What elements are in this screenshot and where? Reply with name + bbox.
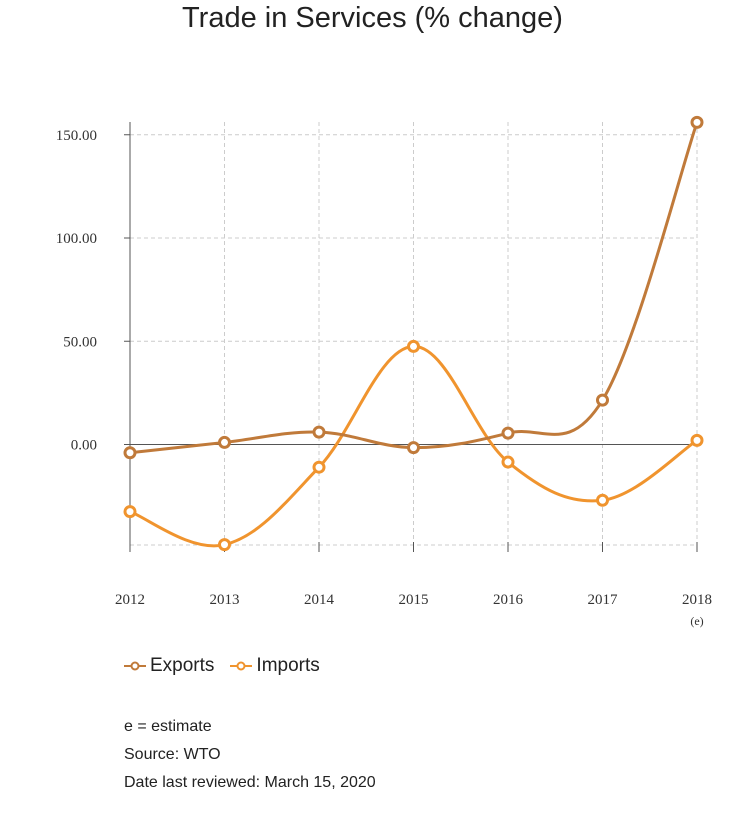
x-tick-label-2014: 2014: [304, 592, 335, 608]
exports-point-2017: [596, 393, 609, 407]
x-tick-label-2017: 2017: [588, 592, 619, 608]
x-tick-label-2015: 2015: [399, 592, 429, 608]
imports-point-2014: [312, 460, 326, 474]
x-tick-label-2012: 2012: [115, 592, 145, 608]
imports-point-2013: [218, 538, 231, 552]
imports-point-2017: [596, 493, 609, 507]
chart-notes: e = estimate Source: WTO Date last revie…: [124, 713, 376, 797]
legend-item-imports[interactable]: Imports: [230, 655, 320, 677]
x-tick-label-2018: 2018: [682, 592, 712, 608]
estimate-note: e = estimate: [124, 718, 212, 735]
source-note: Source: WTO: [124, 746, 221, 763]
exports-point-2015: [407, 441, 420, 455]
y-tick-label-2: 50.00: [63, 334, 97, 350]
y-tick-label-0: 150.00: [56, 128, 97, 144]
legend-label-imports: Imports: [256, 655, 320, 676]
exports-point-2016: [501, 426, 515, 440]
series-layer: [123, 115, 704, 552]
imports-legend-marker-icon: [230, 661, 253, 671]
grid-layer: [129, 122, 698, 548]
imports-point-2012: [123, 505, 137, 519]
imports-point-2018: [690, 433, 704, 447]
legend-item-exports[interactable]: Exports: [124, 655, 214, 677]
exports-point-2018: [690, 115, 704, 129]
review-date-note: Date last reviewed: March 15, 2020: [124, 774, 376, 791]
legend: Exports Imports: [124, 655, 320, 677]
line-chart: 150.00 100.00 50.00 0.00 2012 2013 2014 2015 201…: [56, 115, 712, 628]
y-tick-label-3: 0.00: [71, 438, 97, 454]
exports-legend-marker-icon: [124, 661, 146, 671]
legend-label-exports: Exports: [150, 655, 215, 676]
exports-point-2013: [218, 435, 231, 449]
x-tick-note-2018: (e): [690, 614, 703, 628]
tick-labels: 150.00 100.00 50.00 0.00 2012 2013 2014 2015 201…: [56, 128, 712, 628]
x-tick-label-2013: 2013: [210, 592, 240, 608]
exports-point-2012: [123, 446, 137, 460]
exports-point-2014: [312, 425, 326, 439]
y-tick-label-1: 100.00: [56, 231, 97, 247]
exports-series-line: [129, 121, 699, 455]
axis-layer: [124, 122, 698, 552]
x-tick-label-2016: 2016: [493, 592, 524, 608]
imports-point-2015: [407, 339, 420, 353]
chart-title: Trade in Services (% change): [182, 2, 563, 34]
imports-point-2016: [501, 455, 515, 469]
